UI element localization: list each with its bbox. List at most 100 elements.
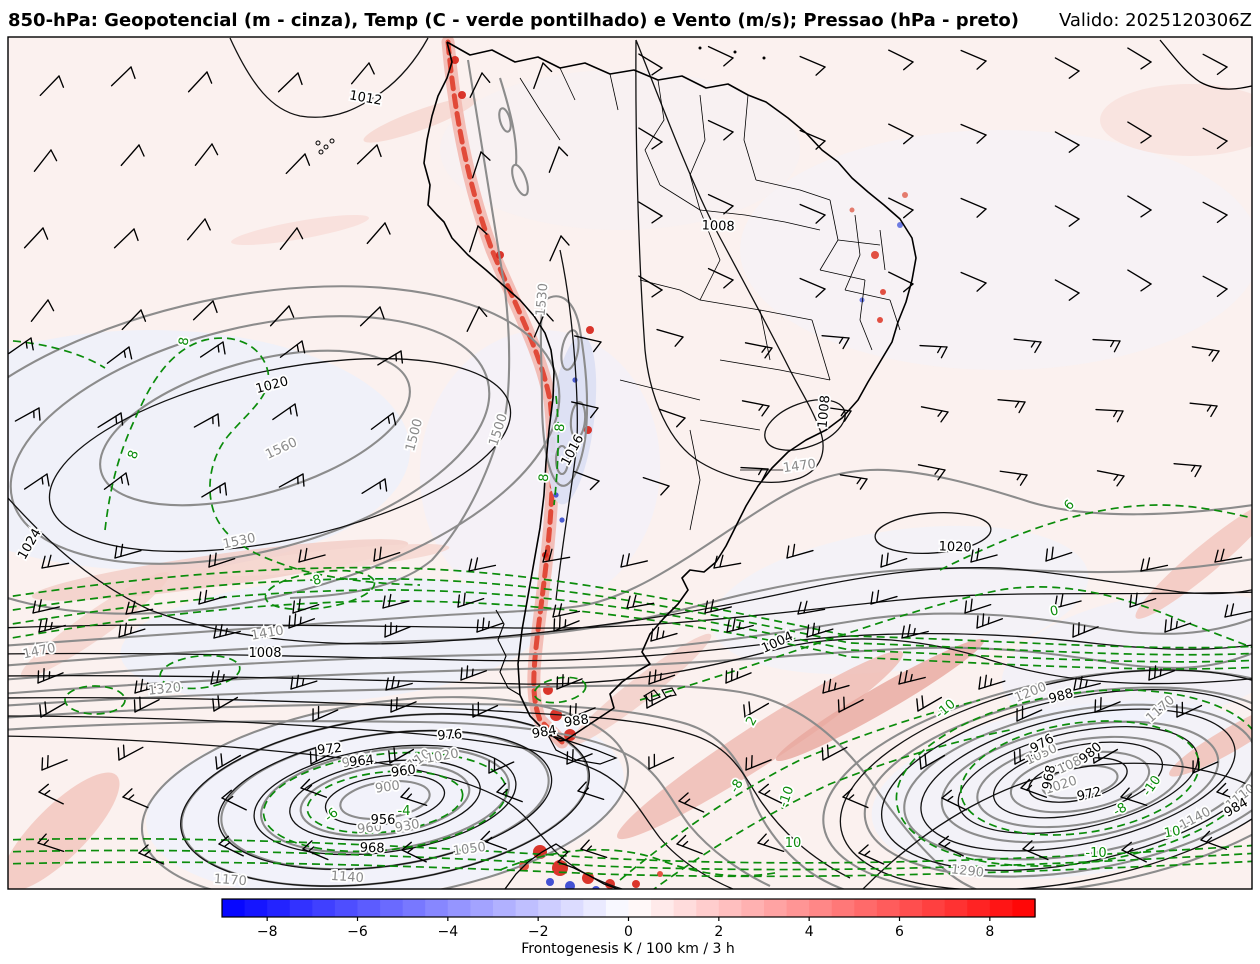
colorbar-gradient [222,899,1036,917]
wind-barb [549,235,570,262]
wind-barb [799,203,826,224]
wind-barb [110,66,136,87]
wind-barb [799,55,826,76]
wind-barb [1096,470,1125,487]
wind-barb [1200,830,1228,850]
pressure-contour-label: 1020 [938,539,972,555]
wind-barb [290,674,318,690]
wind-barb [23,473,50,490]
wind-barb [1214,548,1243,563]
wind-barb [620,553,648,568]
temperature-contour-label: -4 [398,804,411,819]
wind-barb [39,701,66,718]
wind-barb [648,669,676,685]
wind-barb [976,613,1004,629]
wind-barb [32,599,60,614]
wind-barb [193,413,220,428]
wind-barb [626,594,655,609]
wind-barb [113,228,139,249]
colorbar-tick-label: −8 [257,924,278,940]
wind-barb [460,665,488,681]
wind-barb [198,589,226,605]
wind-barb [361,478,388,494]
wind-barb [208,552,236,568]
wind-barb [1094,697,1121,713]
wind-barb [648,753,675,770]
wind-barb [8,337,34,355]
pressure-contour-label: 972 [317,741,343,759]
wind-barb [279,227,304,250]
wind-barb [38,617,66,633]
wind-barb [580,839,608,859]
wind-barb [1054,279,1080,301]
pressure-contour-label: 956 [371,813,396,828]
wind-barb [288,613,316,629]
page-title: 850-hPa: Geopotencial (m - cinza), Temp … [8,10,1019,31]
temperature-contour-label: 8 [537,473,553,483]
wind-barb [997,398,1026,414]
wind-barb [292,598,320,614]
wind-barb [382,593,410,609]
wind-barb [457,592,485,608]
wind-barb [38,783,64,805]
wind-barb [941,789,967,811]
wind-barb [118,622,146,638]
wind-barb [30,299,55,322]
colorbar-tick-label: −2 [528,924,549,940]
pressure-contour-label: 1008 [701,218,735,234]
wind-barb [638,53,663,76]
wind-barb [192,300,218,321]
wind-barb [799,277,826,298]
geopotential-contour-label: 1320 [147,680,181,698]
geopotential-contour-label: 1170 [213,872,247,889]
wind-barb [23,227,49,249]
wind-barb [466,306,488,332]
wind-barb [33,149,58,172]
wind-barb [786,543,814,559]
wind-barb [638,127,663,150]
wind-barb [642,476,670,496]
pressure-contour-label: 1008 [816,395,834,429]
wind-barb [1120,787,1148,807]
wind-barb [713,554,742,569]
geopotential-contour-label: 1050 [452,840,487,859]
wind-barb [1189,402,1218,418]
wind-barb [201,482,228,498]
temperature-contour-label: 8 [553,423,569,433]
wind-barb [194,143,219,166]
pressure-contour-label: 1008 [248,646,281,661]
wind-barb [726,617,754,633]
wind-barb [125,600,154,615]
map-plot-area: 1500 150015601530153014701470141013201290… [7,36,1253,890]
wind-barb [822,678,850,694]
wind-barb [740,466,769,481]
wind-barb [469,72,491,98]
wind-barb [704,599,732,614]
wind-barb [269,305,295,327]
pressure-contour-layer [8,37,1252,889]
wind-barb [1176,701,1203,718]
wind-barb [210,669,238,685]
wind-barb [870,589,898,605]
wind-barb [806,622,834,638]
wind-barb [1127,47,1152,70]
wind-barb [106,346,133,364]
wind-barb [758,783,784,805]
wind-barb [278,473,305,488]
wind-barb [650,626,678,642]
temperature-contour-label: -10 [1085,846,1106,861]
wind-barb [571,401,599,419]
valid-time-label: Valido: 2025120306Z [1059,10,1252,31]
wind-barb [1202,53,1228,76]
wind-barb [472,701,499,718]
colorbar-tick-label: 0 [624,924,633,940]
wind-barb [285,153,311,175]
wind-barb [898,669,926,685]
wind-barb [542,548,571,563]
geopotential-contour-label: 960 [357,820,383,838]
colorbar-tick-label: 4 [805,924,814,940]
wind-barb [309,748,336,765]
wind-barb [707,267,734,289]
temperature-contour-layer [8,337,1252,889]
